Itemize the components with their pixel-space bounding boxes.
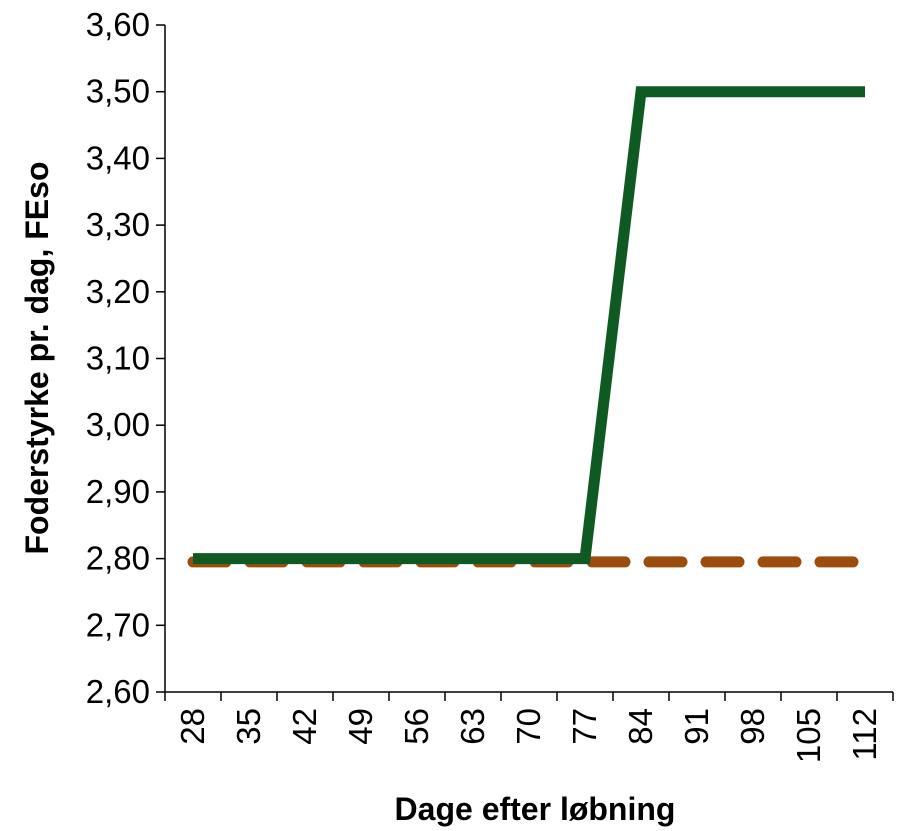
y-tick-label: 3,60 [86, 6, 150, 43]
x-tick-label: 63 [454, 708, 491, 745]
x-axis-title: Dage efter løbning [395, 791, 676, 827]
y-tick-label: 3,40 [86, 139, 150, 176]
x-tick-label: 49 [342, 708, 379, 745]
x-tick-label: 70 [510, 708, 547, 745]
y-axis-ticks: 2,60 2,70 2,80 2,90 3,00 3,10 3,20 3,30 3,40 3,50… [86, 6, 165, 710]
x-tick-label: 35 [230, 708, 267, 745]
x-tick-label: 84 [622, 708, 659, 745]
x-tick-label: 98 [734, 708, 771, 745]
y-tick-label: 3,00 [86, 406, 150, 443]
y-tick-label: 3,20 [86, 273, 150, 310]
x-tick-label: 42 [286, 708, 323, 745]
x-tick-label: 77 [566, 708, 603, 745]
y-tick-label: 2,60 [86, 673, 150, 710]
y-tick-label: 2,70 [86, 606, 150, 643]
y-tick-label: 3,50 [86, 73, 150, 110]
y-tick-label: 2,90 [86, 473, 150, 510]
series-line-solid [193, 86, 865, 565]
x-tick-label: 91 [678, 708, 715, 745]
x-axis-ticks: 28 35 42 49 56 63 70 77 84 91 98 105 112 [164, 692, 894, 763]
x-tick-label: 112 [846, 708, 883, 761]
y-axis-title: Foderstyrke pr. dag, FEso [19, 162, 55, 555]
y-tick-label: 3,30 [86, 206, 150, 243]
x-tick-label: 56 [398, 708, 435, 745]
x-tick-label: 28 [174, 708, 211, 745]
series-lines [187, 86, 871, 568]
y-tick-label: 2,80 [86, 540, 150, 577]
y-tick-label: 3,10 [86, 340, 150, 377]
axes [164, 25, 893, 693]
x-tick-label: 105 [790, 708, 827, 763]
